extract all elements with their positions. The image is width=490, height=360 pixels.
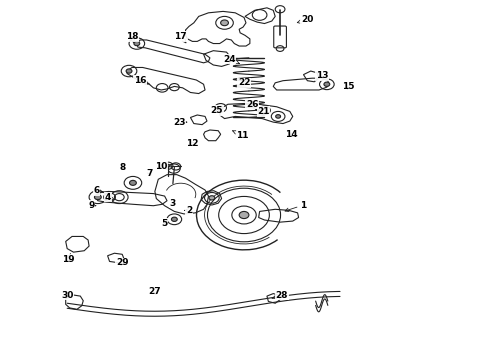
Circle shape (220, 20, 228, 26)
Text: 8: 8 (119, 163, 125, 172)
Circle shape (166, 164, 170, 167)
Circle shape (172, 217, 177, 221)
Circle shape (276, 114, 281, 118)
Text: 28: 28 (272, 291, 288, 300)
Text: 13: 13 (316, 71, 328, 80)
Circle shape (324, 82, 330, 86)
Text: 9: 9 (88, 201, 96, 210)
Text: 12: 12 (186, 139, 198, 148)
Circle shape (134, 41, 140, 46)
Text: 19: 19 (62, 254, 75, 264)
Text: 6: 6 (93, 186, 103, 195)
Text: 15: 15 (342, 82, 355, 91)
Circle shape (209, 196, 215, 200)
Text: 1: 1 (285, 201, 307, 212)
Circle shape (126, 69, 132, 73)
Text: 25: 25 (211, 106, 223, 115)
Text: 22: 22 (238, 78, 250, 87)
Text: 29: 29 (116, 258, 128, 267)
Text: 7: 7 (147, 169, 153, 178)
Text: 21: 21 (256, 107, 270, 116)
Text: 14: 14 (285, 130, 297, 139)
Text: 3: 3 (170, 199, 176, 208)
Text: 23: 23 (173, 118, 187, 127)
Text: 20: 20 (297, 15, 314, 24)
Text: 5: 5 (162, 219, 168, 228)
Text: 18: 18 (126, 32, 138, 42)
Text: 11: 11 (233, 131, 249, 140)
Circle shape (218, 106, 223, 110)
Circle shape (95, 195, 101, 200)
Text: 17: 17 (174, 32, 187, 43)
Text: 24: 24 (223, 55, 240, 64)
Circle shape (129, 180, 136, 185)
Text: 26: 26 (246, 100, 259, 109)
Text: 10: 10 (155, 162, 168, 171)
Text: 27: 27 (148, 287, 161, 296)
Text: 2: 2 (185, 206, 192, 215)
Text: 16: 16 (134, 76, 150, 85)
Circle shape (239, 211, 249, 219)
Text: 30: 30 (61, 291, 74, 300)
Text: 4: 4 (104, 193, 114, 202)
